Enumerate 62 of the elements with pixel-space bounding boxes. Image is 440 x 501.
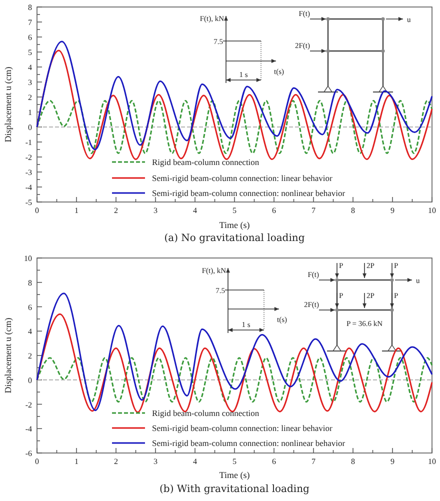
x-tick-label: 3: [154, 457, 158, 466]
legend-label: Semi-rigid beam-column connection: linear behavior: [152, 423, 332, 433]
x-tick-label: 5: [232, 457, 236, 466]
x-axis-title: Time (s): [219, 470, 250, 480]
x-tick-label: 1: [74, 206, 78, 215]
x-tick-label: 6: [272, 457, 276, 466]
y-tick-label: 4: [28, 327, 32, 336]
y-tick-label: -5: [25, 198, 32, 207]
y-tick-label: 3: [28, 78, 32, 87]
y-tick-label: -2: [25, 153, 32, 162]
line-series: [36, 100, 433, 154]
y-tick-label: 1: [28, 108, 32, 117]
y-tick-label: -2: [25, 400, 32, 410]
y-tick-label: -4: [25, 424, 32, 434]
line-series: [36, 40, 433, 150]
x-tick-label: 8: [351, 457, 355, 466]
legend-label: Semi-rigid beam-column connection: nonlinear behavior: [152, 438, 346, 448]
y-tick-label: 6: [28, 33, 32, 42]
y-tick-label: 0: [28, 123, 32, 132]
y-tick-label: -1: [25, 138, 32, 147]
y-axis-title: Displacement u (cm): [3, 318, 13, 394]
x-tick-label: 9: [390, 206, 394, 215]
y-tick-label: -6: [25, 449, 32, 458]
y-tick-label: -3: [25, 168, 32, 177]
x-axis-title: Time (s): [219, 220, 250, 230]
y-tick-label: 2: [28, 352, 32, 360]
x-tick-label: 6: [272, 206, 276, 215]
legend-label: Semi-rigid beam-column connection: nonlinear behavior: [152, 188, 346, 198]
y-tick-label: 8: [28, 278, 32, 288]
y-tick-label: -4: [25, 183, 32, 192]
x-tick-label: 2: [114, 457, 118, 466]
x-tick-label: 7: [312, 457, 316, 466]
legend-label: Rigid beam-column connection: [152, 157, 260, 167]
text: (a) No gravitational loading: [164, 233, 306, 244]
x-tick-label: 4: [193, 206, 197, 215]
line-series: [36, 50, 433, 160]
x-tick-label: 3: [154, 206, 158, 215]
line-series: [36, 357, 433, 403]
y-tick-label: 10: [24, 254, 32, 263]
y-tick-label: 6: [28, 302, 32, 312]
x-tick-label: 9: [390, 457, 394, 466]
x-tick-label: 5: [232, 206, 236, 215]
y-tick-label: 0: [28, 376, 32, 385]
y-axis-title: Displacement u (cm): [3, 66, 13, 142]
x-tick-label: 10: [428, 457, 436, 466]
x-tick-label: 0: [35, 206, 39, 215]
x-tick-label: 4: [193, 457, 197, 466]
x-tick-label: 8: [351, 206, 355, 215]
y-tick-label: 4: [28, 63, 32, 72]
legend-label: Rigid beam-column connection: [152, 408, 260, 418]
x-tick-label: 1: [74, 457, 78, 466]
y-tick-label: 5: [28, 48, 32, 57]
y-tick-label: 8: [28, 3, 32, 12]
y-tick-label: 2: [28, 93, 32, 102]
x-tick-label: 10: [428, 206, 436, 215]
x-tick-label: 2: [114, 206, 118, 215]
y-tick-label: 7: [28, 18, 32, 27]
x-tick-label: 7: [312, 206, 316, 215]
x-tick-label: 0: [35, 457, 39, 466]
line-series: [36, 292, 433, 412]
legend-label: Semi-rigid beam-column connection: linear behavior: [152, 173, 332, 183]
text: (b) With gravitational loading: [160, 484, 310, 495]
